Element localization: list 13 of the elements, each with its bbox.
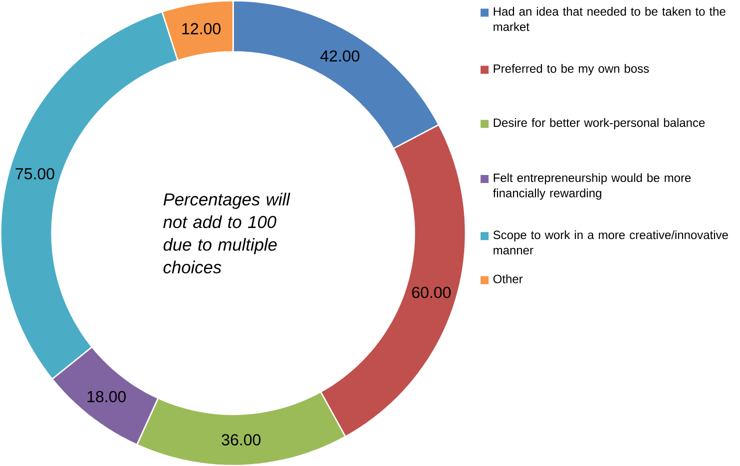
legend-label: Other — [493, 274, 523, 284]
data-label: 18.00 — [88, 390, 126, 402]
legend-label: Had an idea that needed to be taken to the market — [494, 6, 726, 31]
data-label: 36.00 — [222, 434, 260, 446]
data-label: 42.00 — [320, 50, 360, 62]
legend-label: Scope to work in a more creative/innovative manner — [493, 230, 728, 254]
legend-label: Preferred to be my own boss — [494, 64, 649, 76]
data-label: 60.00 — [412, 286, 451, 298]
legend-label: Desire for better work-personal balance — [494, 118, 705, 130]
legend-label: Felt entrepreneurship would be more financially rewarding — [493, 173, 691, 200]
data-label: 12.00 — [182, 22, 220, 34]
text: Percentages will not add to 100 due to multiple choices — [163, 192, 290, 274]
data-label: 75.00 — [16, 168, 54, 180]
